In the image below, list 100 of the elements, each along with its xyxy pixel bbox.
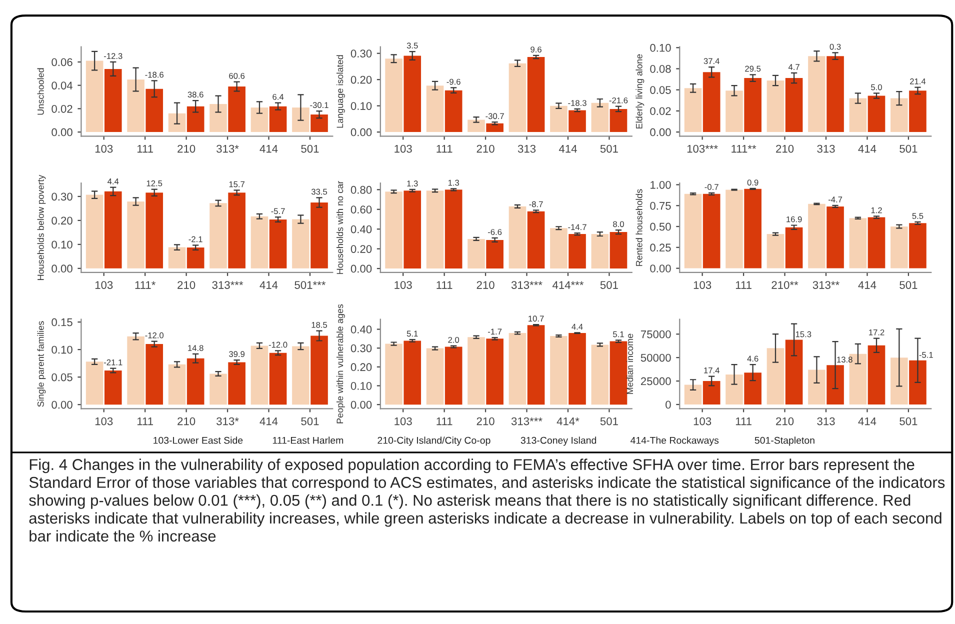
bar: [269, 219, 287, 268]
bar: [186, 248, 204, 268]
x-tick-label: 313***: [212, 281, 244, 289]
y-tick-label: 1.00: [650, 180, 671, 189]
bar: [486, 123, 504, 132]
bar: [568, 234, 586, 269]
annotation: 15.3: [796, 331, 812, 338]
y-tick-label: 0.25: [650, 244, 671, 252]
bar: [508, 63, 526, 132]
bar: [444, 346, 462, 405]
annotation: 1.2: [871, 207, 882, 214]
x-tick-label: 313***: [511, 281, 542, 289]
bar: [385, 344, 402, 405]
bar: [228, 362, 246, 405]
bar: [186, 106, 204, 132]
y-axis-title: Households below poverty: [37, 174, 46, 280]
x-tick-label: 414: [858, 281, 876, 289]
bar: [826, 206, 844, 268]
bar: [486, 338, 504, 405]
x-tick-label: 103: [394, 417, 412, 426]
bar: [444, 90, 462, 132]
y-tick-label: 0.00: [350, 400, 372, 409]
annotation: 38.6: [188, 92, 204, 98]
bar: [292, 346, 310, 405]
y-tick-label: 0.10: [52, 240, 72, 249]
bar: [292, 108, 310, 132]
bar: [127, 79, 144, 132]
bar: [744, 372, 762, 404]
bar: [404, 56, 422, 132]
bar: [168, 247, 186, 268]
annotation: 33.5: [311, 188, 328, 195]
annotation: -14.7: [568, 224, 586, 230]
x-tick-label: 313*: [216, 417, 239, 426]
annotation: -30.7: [486, 113, 504, 120]
annotation: 4.7: [788, 64, 800, 70]
annotation: 15.7: [229, 181, 244, 188]
y-tick-label: 0.75: [650, 202, 671, 210]
annotation: 17.2: [869, 329, 884, 336]
bar: [766, 80, 784, 132]
y-tick-label: 0.02: [52, 104, 72, 113]
bar: [550, 106, 568, 132]
bar: [702, 72, 720, 132]
annotation: 4.6: [747, 356, 758, 362]
bar: [444, 190, 462, 269]
x-tick-label: 210: [776, 144, 794, 153]
y-tick-label: 0.05: [52, 373, 72, 382]
y-axis-title: Single parent families: [37, 321, 46, 407]
bar: [591, 102, 609, 132]
x-tick-label: 501: [600, 144, 618, 153]
bar: [385, 58, 402, 132]
y-axis-title: Median income: [626, 334, 634, 394]
x-tick-label: 103: [95, 281, 113, 289]
bar: [168, 113, 186, 132]
bar: [385, 192, 402, 269]
annotation: 12.5: [146, 180, 162, 186]
bar: [86, 60, 104, 132]
bar: [104, 370, 122, 405]
annotation: -18.3: [568, 100, 586, 106]
bar: [744, 78, 762, 132]
bar: [527, 57, 545, 132]
annotation: -2.1: [188, 236, 202, 242]
bar: [826, 56, 844, 132]
bar: [426, 190, 444, 269]
bar: [127, 336, 144, 405]
annotation: 4.4: [572, 324, 583, 330]
text: 111-East Harlem: [272, 436, 344, 444]
y-tick-label: 0.00: [52, 128, 72, 136]
x-tick-label: 103: [95, 417, 113, 426]
bar: [849, 98, 867, 132]
text: 103-Lower East Side: [154, 436, 243, 444]
annotation: -9.6: [446, 78, 460, 85]
annotation: -0.7: [704, 184, 718, 190]
bar: [909, 223, 926, 268]
bar: [766, 348, 784, 404]
x-tick-label: 313*: [216, 144, 239, 153]
y-tick-label: 0.30: [350, 50, 372, 58]
bar: [808, 204, 826, 268]
annotation: -30.1: [310, 102, 328, 108]
annotation: 0.3: [830, 44, 841, 50]
x-tick-label: 414: [260, 281, 278, 289]
y-tick-label: 0.00: [650, 128, 671, 136]
x-tick-label: 103: [394, 281, 412, 289]
annotation: 3.5: [406, 42, 418, 49]
bar: [702, 194, 720, 268]
annotation: 14.8: [188, 345, 204, 351]
annotation: 29.5: [745, 66, 761, 72]
annotation: 5.0: [871, 84, 882, 90]
x-tick-label: 111*: [135, 281, 156, 289]
y-tick-label: 0.15: [52, 318, 72, 326]
bar: [744, 188, 762, 268]
x-tick-label: 414: [260, 144, 278, 153]
bar: [684, 194, 702, 268]
bar: [168, 364, 186, 405]
bar: [726, 90, 743, 132]
x-tick-label: 414: [558, 144, 577, 153]
bar: [868, 345, 886, 404]
annotation: -5.7: [271, 208, 285, 214]
annotation: 1.3: [407, 180, 418, 186]
x-tick-label: 501: [600, 281, 618, 289]
bar: [909, 90, 926, 132]
